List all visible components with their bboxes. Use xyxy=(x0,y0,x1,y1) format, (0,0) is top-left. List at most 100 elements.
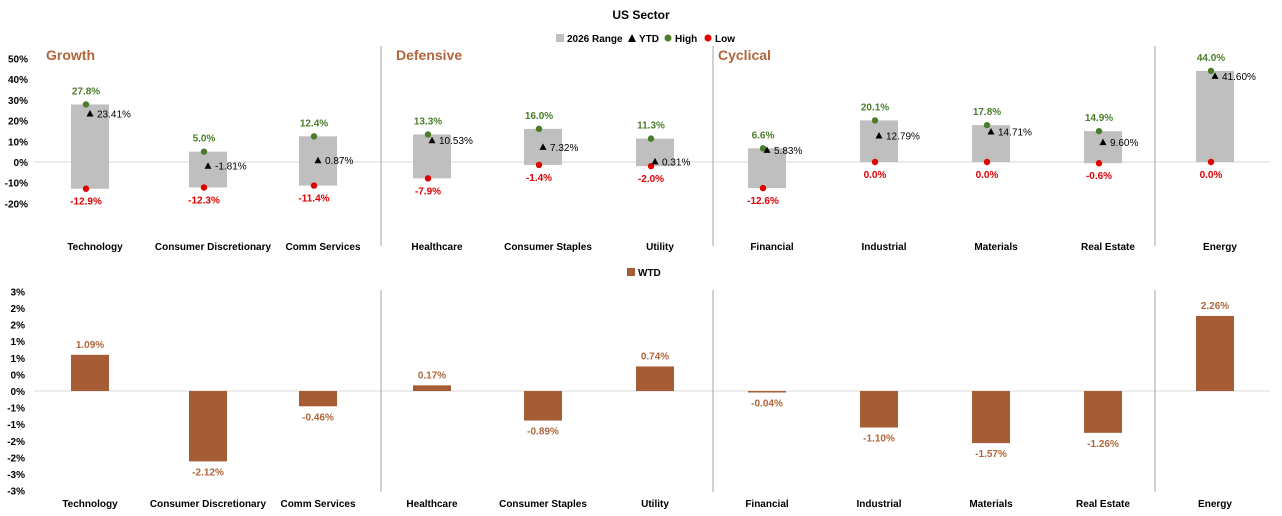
category-label-wtd-consumer-staples: Consumer Staples xyxy=(499,499,587,510)
wtd-bar-healthcare xyxy=(413,385,451,391)
wtd-bar-materials xyxy=(972,391,1010,444)
ytd-marker-consumer-staples xyxy=(539,143,547,150)
ytd-label-consumer-discretionary: -1.81% xyxy=(215,162,247,173)
legend-marker-low xyxy=(704,34,712,42)
low-marker-financial xyxy=(759,184,767,192)
category-label-wtd-industrial: Industrial xyxy=(856,499,901,510)
y-tick-label-wtd: 0% xyxy=(11,370,26,381)
wtd-label-materials: -1.57% xyxy=(975,449,1007,460)
wtd-label-healthcare: 0.17% xyxy=(418,370,446,381)
low-label-healthcare: -7.9% xyxy=(415,186,441,197)
category-label-financial: Financial xyxy=(750,242,794,253)
wtd-label-industrial: -1.10% xyxy=(863,434,895,445)
category-label-wtd-financial: Financial xyxy=(745,499,789,510)
category-label-wtd-materials: Materials xyxy=(969,499,1013,510)
legend-marker-ytd xyxy=(628,34,636,42)
wtd-bar-consumer-discretionary xyxy=(189,391,227,462)
wtd-label-technology: 1.09% xyxy=(76,340,104,351)
wtd-bar-industrial xyxy=(860,391,898,428)
category-label-real-estate: Real Estate xyxy=(1081,242,1135,253)
low-label-industrial: 0.0% xyxy=(864,170,887,181)
high-label-consumer-staples: 16.0% xyxy=(525,111,553,122)
low-label-materials: 0.0% xyxy=(976,170,999,181)
y-tick-label: 50% xyxy=(8,55,28,66)
wtd-bar-technology xyxy=(71,354,109,391)
y-tick-label: -10% xyxy=(5,179,28,190)
wtd-bar-financial xyxy=(748,391,786,393)
y-tick-label-wtd: 2% xyxy=(11,321,26,332)
category-label-utility: Utility xyxy=(646,242,674,253)
ytd-marker-utility xyxy=(651,157,659,165)
wtd-label-comm-services: -0.46% xyxy=(302,412,334,423)
chart-title: US Sector xyxy=(612,8,670,22)
wtd-label-utility: 0.74% xyxy=(641,351,669,362)
category-label-wtd-utility: Utility xyxy=(641,499,669,510)
ytd-label-materials: 14.71% xyxy=(998,128,1032,139)
category-label-healthcare: Healthcare xyxy=(411,242,463,253)
y-tick-label: 20% xyxy=(8,117,28,128)
high-label-industrial: 20.1% xyxy=(861,102,889,113)
legend-label-ytd: YTD xyxy=(639,34,659,45)
legend-swatch-range xyxy=(556,34,564,42)
ytd-label-healthcare: 10.53% xyxy=(439,136,473,147)
category-label-wtd-technology: Technology xyxy=(62,499,118,510)
low-marker-utility xyxy=(647,162,655,170)
ytd-label-energy: 41.60% xyxy=(1222,72,1256,83)
wtd-bar-real-estate xyxy=(1084,391,1122,433)
wtd-label-consumer-discretionary: -2.12% xyxy=(192,467,224,478)
ytd-marker-materials xyxy=(987,128,995,135)
low-label-financial: -12.6% xyxy=(747,196,779,207)
high-marker-utility xyxy=(647,135,655,142)
wtd-bar-consumer-staples xyxy=(524,391,562,421)
range-bar-financial xyxy=(748,148,786,189)
high-label-consumer-discretionary: 5.0% xyxy=(193,134,216,145)
legend-swatch-wtd xyxy=(627,268,635,276)
legend-marker-high xyxy=(664,34,672,42)
range-bar-industrial xyxy=(860,120,898,162)
high-label-healthcare: 13.3% xyxy=(414,116,442,127)
ytd-marker-consumer-discretionary xyxy=(204,162,212,169)
low-label-technology: -12.9% xyxy=(70,197,102,208)
low-marker-consumer-discretionary xyxy=(200,184,208,191)
bottom-panel-wtd-chart: 3% 2% 2% 1% 1% 0% 0% -1% -1% -2% -2% -3% -3% 1.09% Tec… xyxy=(7,287,1270,510)
group-label-cyclical: Cyclical xyxy=(718,47,771,63)
category-label-energy: Energy xyxy=(1203,242,1237,253)
high-label-energy: 44.0% xyxy=(1197,53,1225,64)
category-label-wtd-energy: Energy xyxy=(1198,499,1232,510)
wtd-label-energy: 2.26% xyxy=(1201,301,1229,312)
high-label-materials: 17.8% xyxy=(973,107,1001,118)
legend-bottom: WTD xyxy=(627,268,661,279)
y-tick-label-wtd: -1% xyxy=(7,420,25,431)
wtd-bar-utility xyxy=(636,366,674,391)
y-tick-label-wtd: 2% xyxy=(11,304,26,315)
ytd-label-real-estate: 9.60% xyxy=(1110,138,1138,149)
high-marker-healthcare xyxy=(424,131,432,138)
high-label-technology: 27.8% xyxy=(72,86,100,97)
ytd-label-financial: 5.83% xyxy=(774,146,802,157)
range-bar-consumer-discretionary xyxy=(189,151,227,188)
category-label-consumer-discretionary: Consumer Discretionary xyxy=(155,242,272,253)
high-marker-consumer-discretionary xyxy=(200,148,208,155)
wtd-label-consumer-staples: -0.89% xyxy=(527,427,559,438)
ytd-label-industrial: 12.79% xyxy=(886,132,920,143)
high-label-comm-services: 12.4% xyxy=(300,118,328,129)
category-label-consumer-staples: Consumer Staples xyxy=(504,242,592,253)
category-label-wtd-consumer-discretionary: Consumer Discretionary xyxy=(150,499,267,510)
group-label-growth: Growth xyxy=(46,47,95,63)
low-label-real-estate: -0.6% xyxy=(1086,171,1112,182)
range-bar-technology xyxy=(71,104,109,189)
ytd-label-technology: 23.41% xyxy=(97,110,131,121)
ytd-label-comm-services: 0.87% xyxy=(325,156,353,167)
low-marker-consumer-staples xyxy=(535,161,543,169)
low-label-utility: -2.0% xyxy=(638,174,664,185)
category-label-industrial: Industrial xyxy=(861,242,906,253)
y-tick-label: -20% xyxy=(5,199,28,210)
low-marker-healthcare xyxy=(424,175,432,182)
y-tick-label-wtd: 1% xyxy=(11,354,26,365)
legend-top: 2026 Range YTD High Low xyxy=(556,34,735,45)
ytd-marker-financial xyxy=(763,146,771,153)
category-label-wtd-comm-services: Comm Services xyxy=(280,499,355,510)
low-marker-real-estate xyxy=(1095,160,1103,167)
ytd-marker-technology xyxy=(86,110,94,117)
